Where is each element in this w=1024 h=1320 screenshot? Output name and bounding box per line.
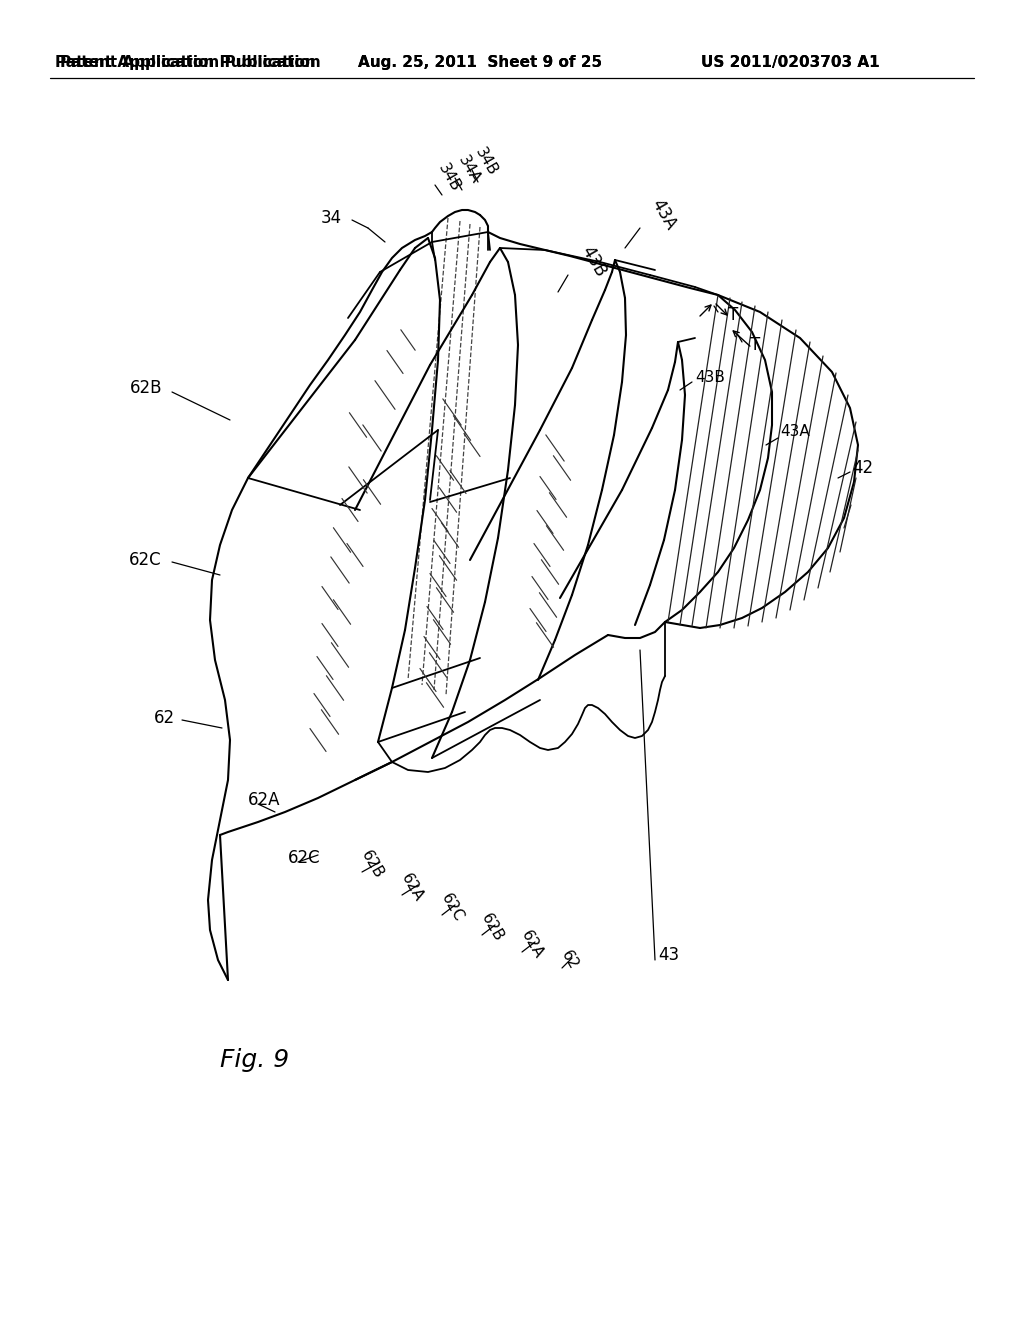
Text: 43B: 43B (695, 371, 725, 385)
Text: 62C: 62C (438, 891, 466, 925)
Text: Patent Application Publication: Patent Application Publication (59, 54, 321, 70)
Text: 62C: 62C (129, 550, 162, 569)
Text: T: T (750, 337, 760, 354)
Text: Aug. 25, 2011  Sheet 9 of 25: Aug. 25, 2011 Sheet 9 of 25 (358, 54, 602, 70)
Text: US 2011/0203703 A1: US 2011/0203703 A1 (700, 54, 880, 70)
Text: 43: 43 (658, 946, 679, 964)
Text: US 2011/0203703 A1: US 2011/0203703 A1 (700, 54, 880, 70)
Text: 62C: 62C (288, 849, 321, 867)
Text: 62: 62 (154, 709, 175, 727)
Text: 34B: 34B (435, 161, 463, 194)
Text: 62A: 62A (398, 871, 426, 904)
Text: Aug. 25, 2011  Sheet 9 of 25: Aug. 25, 2011 Sheet 9 of 25 (358, 54, 602, 70)
Text: 62B: 62B (358, 849, 386, 882)
Text: 42: 42 (852, 459, 873, 477)
Text: 34: 34 (321, 209, 342, 227)
Text: 62: 62 (558, 948, 581, 972)
Text: 34B: 34B (472, 145, 500, 178)
Text: 62A: 62A (248, 791, 281, 809)
Text: 43A: 43A (780, 425, 810, 440)
Text: 43B: 43B (578, 243, 610, 281)
Text: 62A: 62A (518, 928, 546, 962)
Text: 34A: 34A (455, 153, 483, 186)
Text: 62B: 62B (478, 911, 506, 945)
Text: 43A: 43A (648, 197, 680, 234)
Text: 62B: 62B (129, 379, 162, 397)
Text: Patent Application Publication: Patent Application Publication (54, 54, 315, 70)
Text: T: T (728, 306, 738, 323)
Text: Fig. 9: Fig. 9 (220, 1048, 289, 1072)
